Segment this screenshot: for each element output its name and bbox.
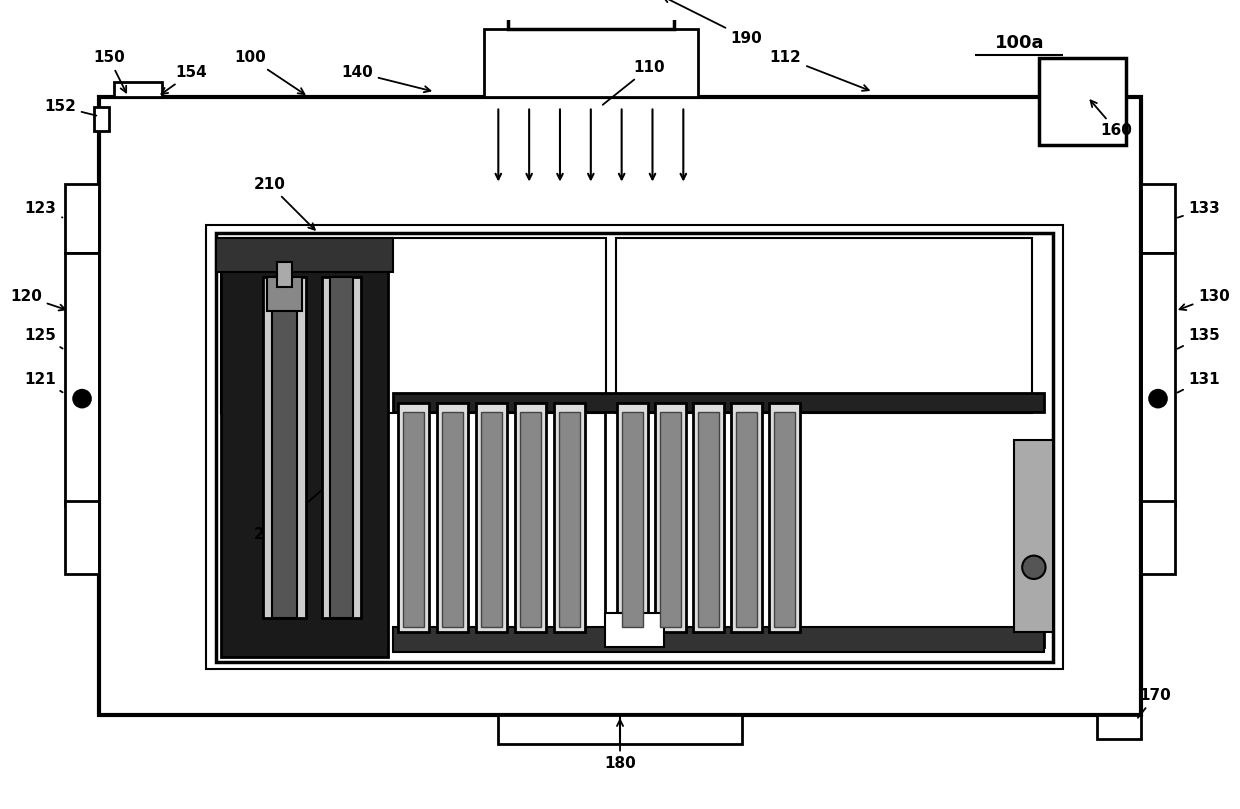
Bar bbox=[1141, 501, 1176, 574]
Text: 170: 170 bbox=[1138, 688, 1172, 718]
Bar bbox=[559, 413, 580, 628]
Bar bbox=[484, 28, 698, 97]
Text: 131: 131 bbox=[1178, 371, 1220, 392]
Bar bbox=[403, 413, 424, 628]
Bar bbox=[216, 233, 1053, 662]
Bar bbox=[393, 393, 1044, 413]
Bar bbox=[655, 403, 686, 633]
Bar bbox=[554, 403, 585, 633]
Bar bbox=[64, 184, 99, 252]
Text: 121: 121 bbox=[25, 371, 63, 392]
Text: 154: 154 bbox=[161, 65, 207, 94]
Bar bbox=[660, 413, 681, 628]
Bar bbox=[1141, 252, 1176, 506]
Text: 123: 123 bbox=[25, 201, 62, 218]
Bar bbox=[769, 403, 800, 633]
Bar bbox=[520, 413, 541, 628]
Bar bbox=[277, 262, 293, 286]
Text: 100: 100 bbox=[234, 50, 305, 94]
Text: 135: 135 bbox=[1178, 328, 1220, 349]
Text: 100a: 100a bbox=[994, 34, 1044, 53]
Text: 180: 180 bbox=[604, 720, 636, 771]
Bar bbox=[476, 403, 507, 633]
Bar bbox=[330, 277, 353, 618]
Bar bbox=[64, 501, 99, 574]
Text: 200: 200 bbox=[253, 480, 334, 543]
Bar bbox=[1097, 715, 1141, 739]
Bar bbox=[393, 628, 1044, 652]
Bar bbox=[64, 252, 99, 506]
Text: 190: 190 bbox=[663, 0, 763, 46]
Bar bbox=[436, 403, 469, 633]
Bar bbox=[114, 83, 162, 97]
Text: 125: 125 bbox=[25, 328, 63, 349]
Text: 130: 130 bbox=[1179, 289, 1230, 310]
Text: 133: 133 bbox=[1178, 201, 1220, 218]
Bar bbox=[216, 238, 393, 272]
Text: 160: 160 bbox=[1090, 100, 1132, 138]
Bar bbox=[605, 613, 663, 647]
Bar bbox=[732, 403, 763, 633]
Bar bbox=[622, 413, 644, 628]
Text: 112: 112 bbox=[770, 50, 869, 91]
Bar bbox=[272, 277, 298, 618]
Text: 152: 152 bbox=[45, 99, 97, 116]
Bar bbox=[322, 277, 361, 618]
Bar bbox=[221, 238, 388, 657]
Bar bbox=[206, 226, 1063, 669]
Bar bbox=[398, 403, 429, 633]
Text: 120: 120 bbox=[10, 289, 66, 311]
Bar bbox=[515, 403, 546, 633]
Bar bbox=[94, 107, 109, 131]
Text: 110: 110 bbox=[603, 60, 665, 105]
Bar bbox=[393, 633, 1044, 647]
Bar bbox=[1039, 57, 1126, 146]
Bar bbox=[267, 277, 303, 311]
Text: 140: 140 bbox=[341, 65, 430, 92]
Bar bbox=[1014, 439, 1053, 633]
Bar bbox=[498, 715, 742, 744]
Bar bbox=[441, 413, 464, 628]
Text: 150: 150 bbox=[93, 50, 126, 92]
Bar bbox=[508, 0, 673, 28]
Text: 210: 210 bbox=[253, 177, 315, 230]
Bar bbox=[693, 403, 724, 633]
Bar bbox=[221, 238, 606, 413]
Circle shape bbox=[1022, 556, 1045, 579]
Bar bbox=[1078, 83, 1126, 97]
Bar bbox=[774, 413, 795, 628]
Bar bbox=[99, 97, 1141, 715]
Bar bbox=[698, 413, 719, 628]
Circle shape bbox=[1149, 390, 1167, 408]
Bar bbox=[618, 403, 649, 633]
Bar bbox=[616, 238, 1032, 413]
Bar bbox=[263, 277, 306, 618]
Circle shape bbox=[73, 390, 91, 408]
Bar bbox=[735, 413, 758, 628]
Bar bbox=[1141, 184, 1176, 252]
Bar bbox=[481, 413, 502, 628]
